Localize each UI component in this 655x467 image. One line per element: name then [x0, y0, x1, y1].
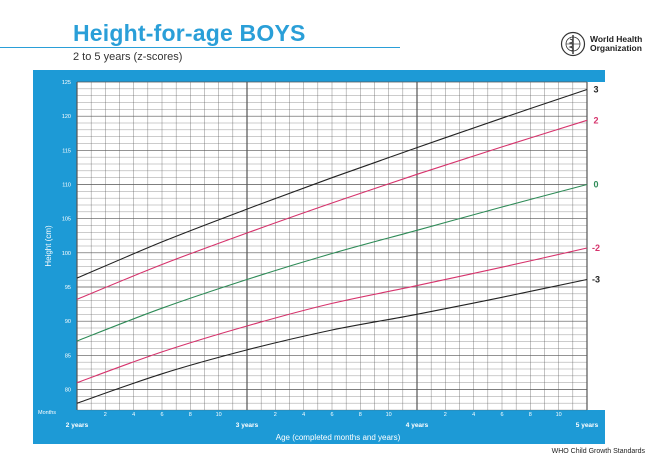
y-tick-label-right: 115	[612, 148, 621, 154]
y-tick-label-left: 90	[65, 319, 71, 325]
grid	[76, 81, 588, 411]
label-column-background	[587, 82, 605, 410]
y-ticks-right: 80 85 90 95 100 105 110 115 120 125	[612, 80, 621, 394]
x-tick-label: 2	[444, 412, 447, 418]
x-tick-label: 2	[104, 412, 107, 418]
x-tick-label: 6	[500, 412, 503, 418]
series-line-z3	[76, 88, 588, 279]
chart-subtitle: 2 to 5 years (z-scores)	[73, 51, 183, 63]
year-labels: 2 years 3 years 4 years 5 years	[66, 422, 599, 429]
x-tick-label: 2	[274, 412, 277, 418]
source-label: WHO Child Growth Standards	[551, 448, 645, 455]
x-tick-label: 6	[330, 412, 333, 418]
y-tick-label-left: 110	[62, 183, 71, 189]
y-tick-label-left: 125	[62, 80, 71, 86]
y-tick-label-left: 80	[65, 388, 71, 394]
y-tick-label-right: 125	[612, 80, 621, 86]
x-ticks: 2 4 6 8 10 2 4 6 8 10 2 4 6 8 10	[104, 412, 562, 418]
who-logo: World Health Organization	[560, 30, 655, 58]
y-tick-label-right: 100	[612, 251, 621, 257]
x-tick-label: 10	[216, 412, 222, 418]
series-label-z-2: -2	[592, 243, 600, 253]
y-tick-label-left: 85	[65, 353, 71, 359]
x-axis-title: Age (completed months and years)	[276, 433, 401, 442]
x-tick-label: 4	[472, 412, 475, 418]
y-tick-label-right: 85	[612, 353, 618, 359]
x-tick-label: 10	[386, 412, 392, 418]
series-line-z-3	[76, 278, 588, 404]
y-tick-label-right: 80	[612, 388, 618, 394]
title-rule	[0, 47, 400, 48]
year-label: 5 years	[576, 422, 599, 429]
series-line-z0	[76, 183, 588, 342]
y-axis-title: Height (cm)	[44, 225, 53, 267]
x-tick-label: 8	[359, 412, 362, 418]
z-score-labels: 3 2 0 -2 -3	[592, 85, 600, 285]
x-tick-label: 6	[160, 412, 163, 418]
who-name-line1: World Health	[590, 33, 643, 44]
series-label-z3: 3	[593, 85, 598, 95]
series-label-z2: 2	[593, 115, 598, 125]
y-tick-label-right: 90	[612, 319, 618, 325]
x-tick-label: 10	[556, 412, 562, 418]
months-axis-label: Months	[38, 410, 56, 416]
series-label-z-3: -3	[592, 274, 600, 284]
who-name-line2: Organization	[590, 43, 642, 53]
year-label: 4 years	[406, 422, 429, 429]
series-label-z0: 0	[593, 180, 598, 190]
y-tick-label-left: 95	[65, 285, 71, 291]
y-tick-label-left: 105	[62, 217, 71, 223]
y-tick-label-left: 100	[62, 251, 71, 257]
chart-title: Height-for-age BOYS	[73, 20, 306, 46]
year-label: 3 years	[236, 422, 259, 429]
y-ticks-left: 80 85 90 95 100 105 110 115 120 125	[62, 80, 71, 394]
series-line-z2	[76, 119, 588, 300]
y-tick-label-right: 120	[612, 114, 621, 120]
y-tick-label-left: 120	[62, 114, 71, 120]
x-tick-label: 4	[302, 412, 305, 418]
y-tick-label-right: 110	[612, 183, 621, 189]
series	[76, 88, 588, 404]
y-tick-label-right: 95	[612, 285, 618, 291]
y-tick-label-right: 105	[612, 217, 621, 223]
x-tick-label: 8	[529, 412, 532, 418]
x-tick-label: 4	[132, 412, 135, 418]
series-line-z-2	[76, 247, 588, 384]
year-label: 2 years	[66, 422, 89, 429]
who-emblem-icon	[560, 31, 586, 57]
x-tick-label: 8	[189, 412, 192, 418]
y-tick-label-left: 115	[62, 148, 71, 154]
